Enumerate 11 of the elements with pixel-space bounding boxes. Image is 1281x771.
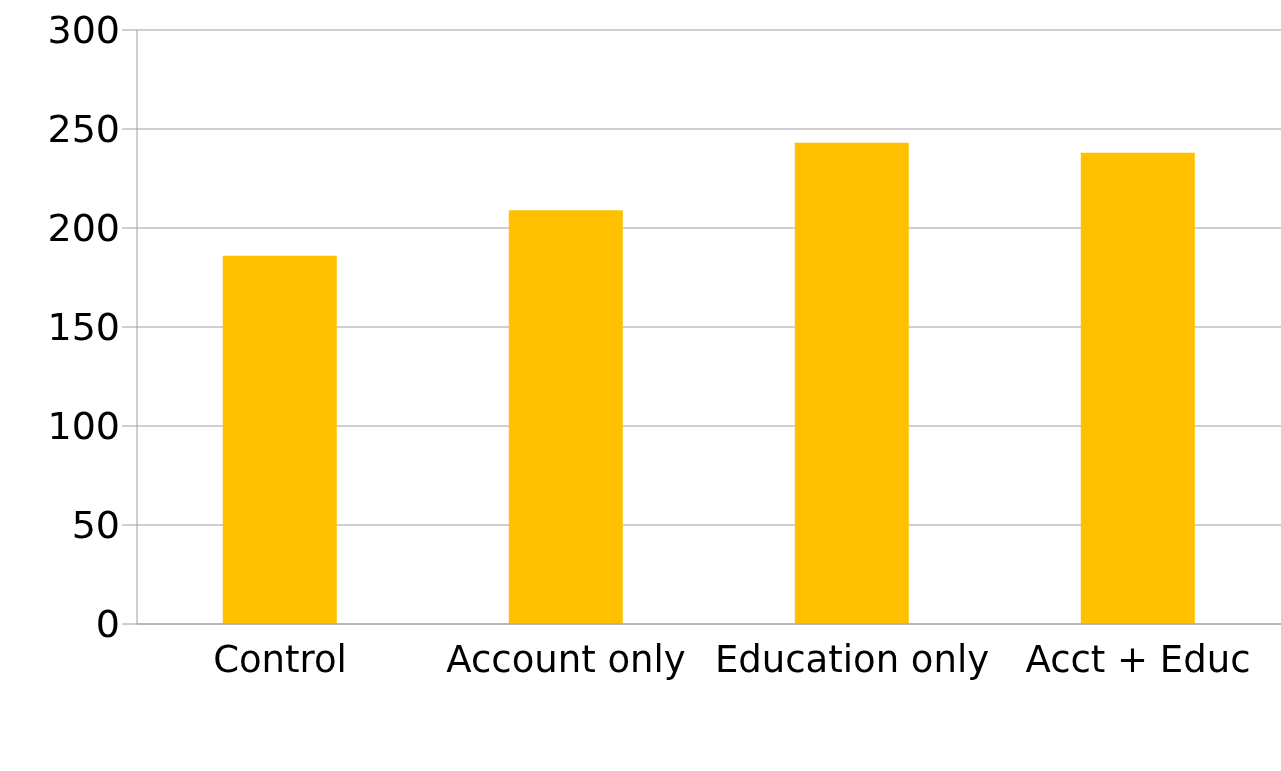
x-tick-label: Acct + Educ <box>1025 638 1251 682</box>
x-tick-label: Control <box>213 638 347 682</box>
y-tick-label: 250 <box>47 107 120 152</box>
x-tick-label: Account only <box>446 638 686 682</box>
y-tick-label: 150 <box>47 305 120 350</box>
y-tick-label: 200 <box>47 206 120 251</box>
y-tick-label: 50 <box>71 503 120 548</box>
y-tick-label: 300 <box>47 8 120 53</box>
y-tick-label: 0 <box>95 602 120 647</box>
y-tick-label: 100 <box>47 404 120 449</box>
x-tick-label: Education only <box>714 638 990 682</box>
